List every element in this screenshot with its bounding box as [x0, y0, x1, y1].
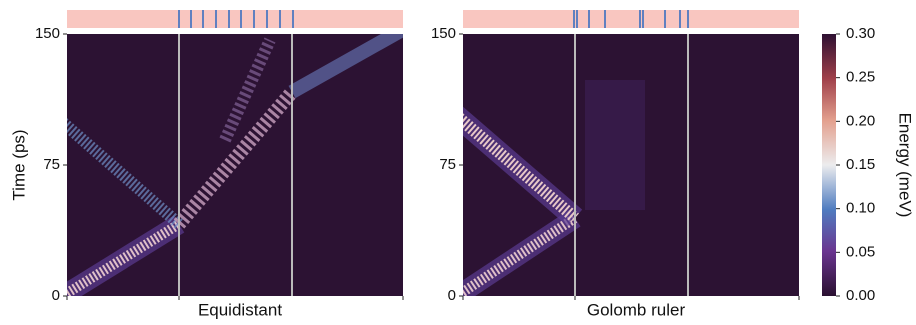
heatmap [436, 34, 799, 310]
ribbon [67, 10, 403, 28]
y-tick-label: 0 [52, 287, 60, 304]
colorbar-tick-label: 0.00 [846, 287, 875, 304]
colorbar-tick-label: 0.30 [846, 25, 875, 42]
y-tick-label: 75 [43, 156, 60, 173]
ribbon [463, 10, 799, 28]
heatmap [40, 20, 420, 310]
x-axis-label: Golomb ruler [587, 300, 686, 319]
x-axis-label: Equidistant [198, 300, 282, 319]
colorbar [822, 34, 836, 296]
colorbar-tick-label: 0.10 [846, 200, 875, 217]
colorbar-tick-label: 0.25 [846, 69, 875, 86]
y-axis-label: Time (ps) [9, 129, 28, 200]
colorbar-tick-label: 0.20 [846, 112, 875, 129]
figure: 0 75 150 Equidistant Time (ps) 0 75 150 Golomb r… [0, 0, 916, 320]
y-tick-label: 150 [35, 25, 60, 42]
colorbar-tick-label: 0.05 [846, 243, 875, 260]
colorbar-tick-label: 0.15 [846, 156, 875, 173]
y-tick-label: 150 [431, 25, 456, 42]
colorbar-label: Energy (meV) [896, 113, 915, 218]
y-tick-label: 75 [439, 156, 456, 173]
y-tick-label: 0 [448, 287, 456, 304]
